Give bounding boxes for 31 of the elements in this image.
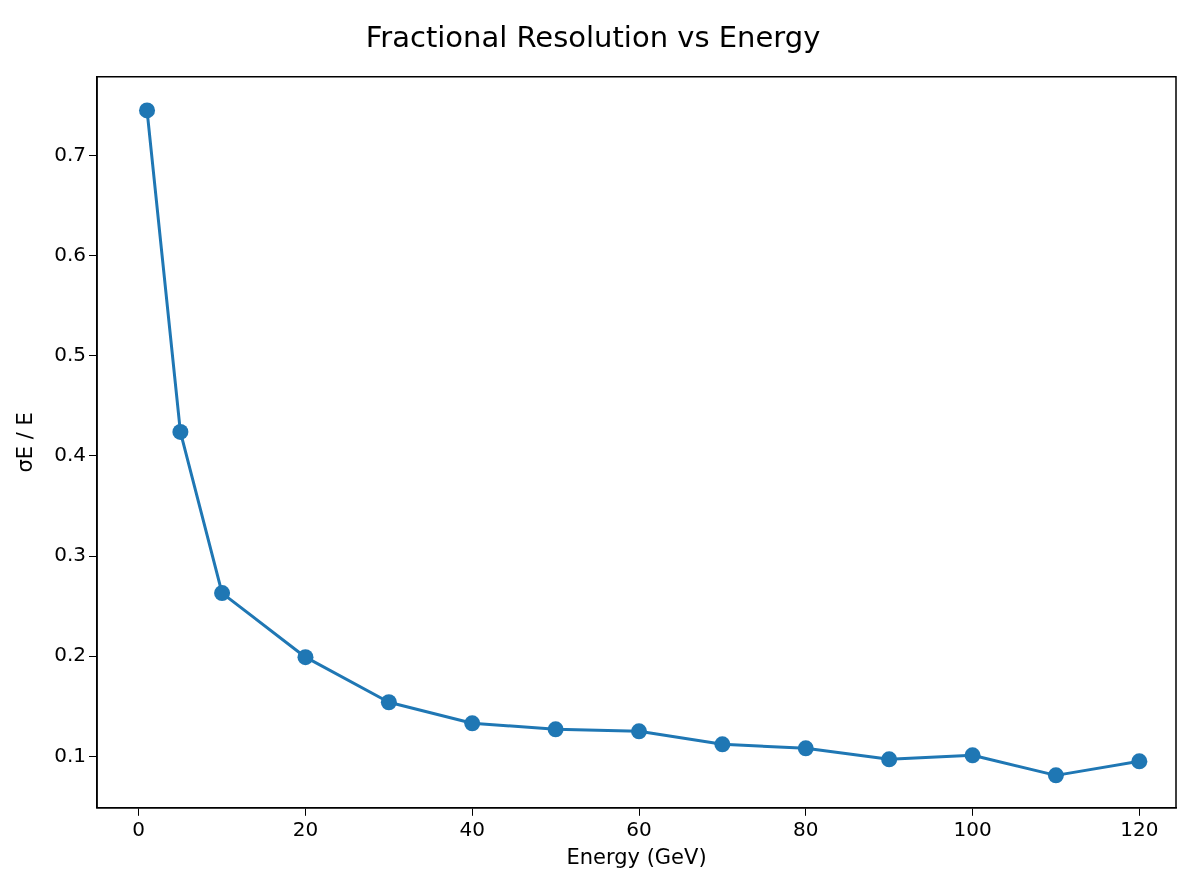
point — [172, 423, 189, 440]
y-tick-label: 0.5 — [54, 341, 87, 366]
x-tick-label: 100 — [953, 817, 992, 841]
point — [380, 694, 397, 711]
x-tick-label: 40 — [459, 817, 485, 841]
point — [297, 649, 314, 666]
point — [714, 736, 731, 753]
point — [881, 751, 898, 768]
x-tick-label: 20 — [292, 817, 319, 841]
x-tick-label: 0 — [132, 817, 146, 841]
point — [214, 585, 231, 602]
point — [547, 721, 564, 738]
y-tick-label: 0.3 — [54, 542, 87, 567]
point — [1047, 767, 1064, 784]
point — [464, 715, 481, 732]
point — [631, 723, 648, 740]
chart-title: Fractional Resolution vs Energy — [365, 19, 821, 54]
x-tick-label: 60 — [626, 817, 652, 841]
point — [797, 740, 814, 757]
point — [964, 747, 981, 764]
x-tick-label: 120 — [1120, 817, 1159, 841]
x-axis-title: Energy (GeV) — [566, 844, 707, 869]
y-tick-label: 0.1 — [54, 742, 87, 767]
y-tick-label: 0.2 — [54, 642, 87, 667]
y-tick-label: 0.4 — [54, 442, 87, 467]
x-tick-label: 80 — [793, 817, 819, 841]
y-tick-label: 0.6 — [54, 241, 87, 266]
point — [139, 102, 156, 119]
point — [1131, 753, 1148, 770]
y-tick-label: 0.7 — [54, 141, 87, 166]
y-axis-title: σE / E — [13, 412, 38, 473]
